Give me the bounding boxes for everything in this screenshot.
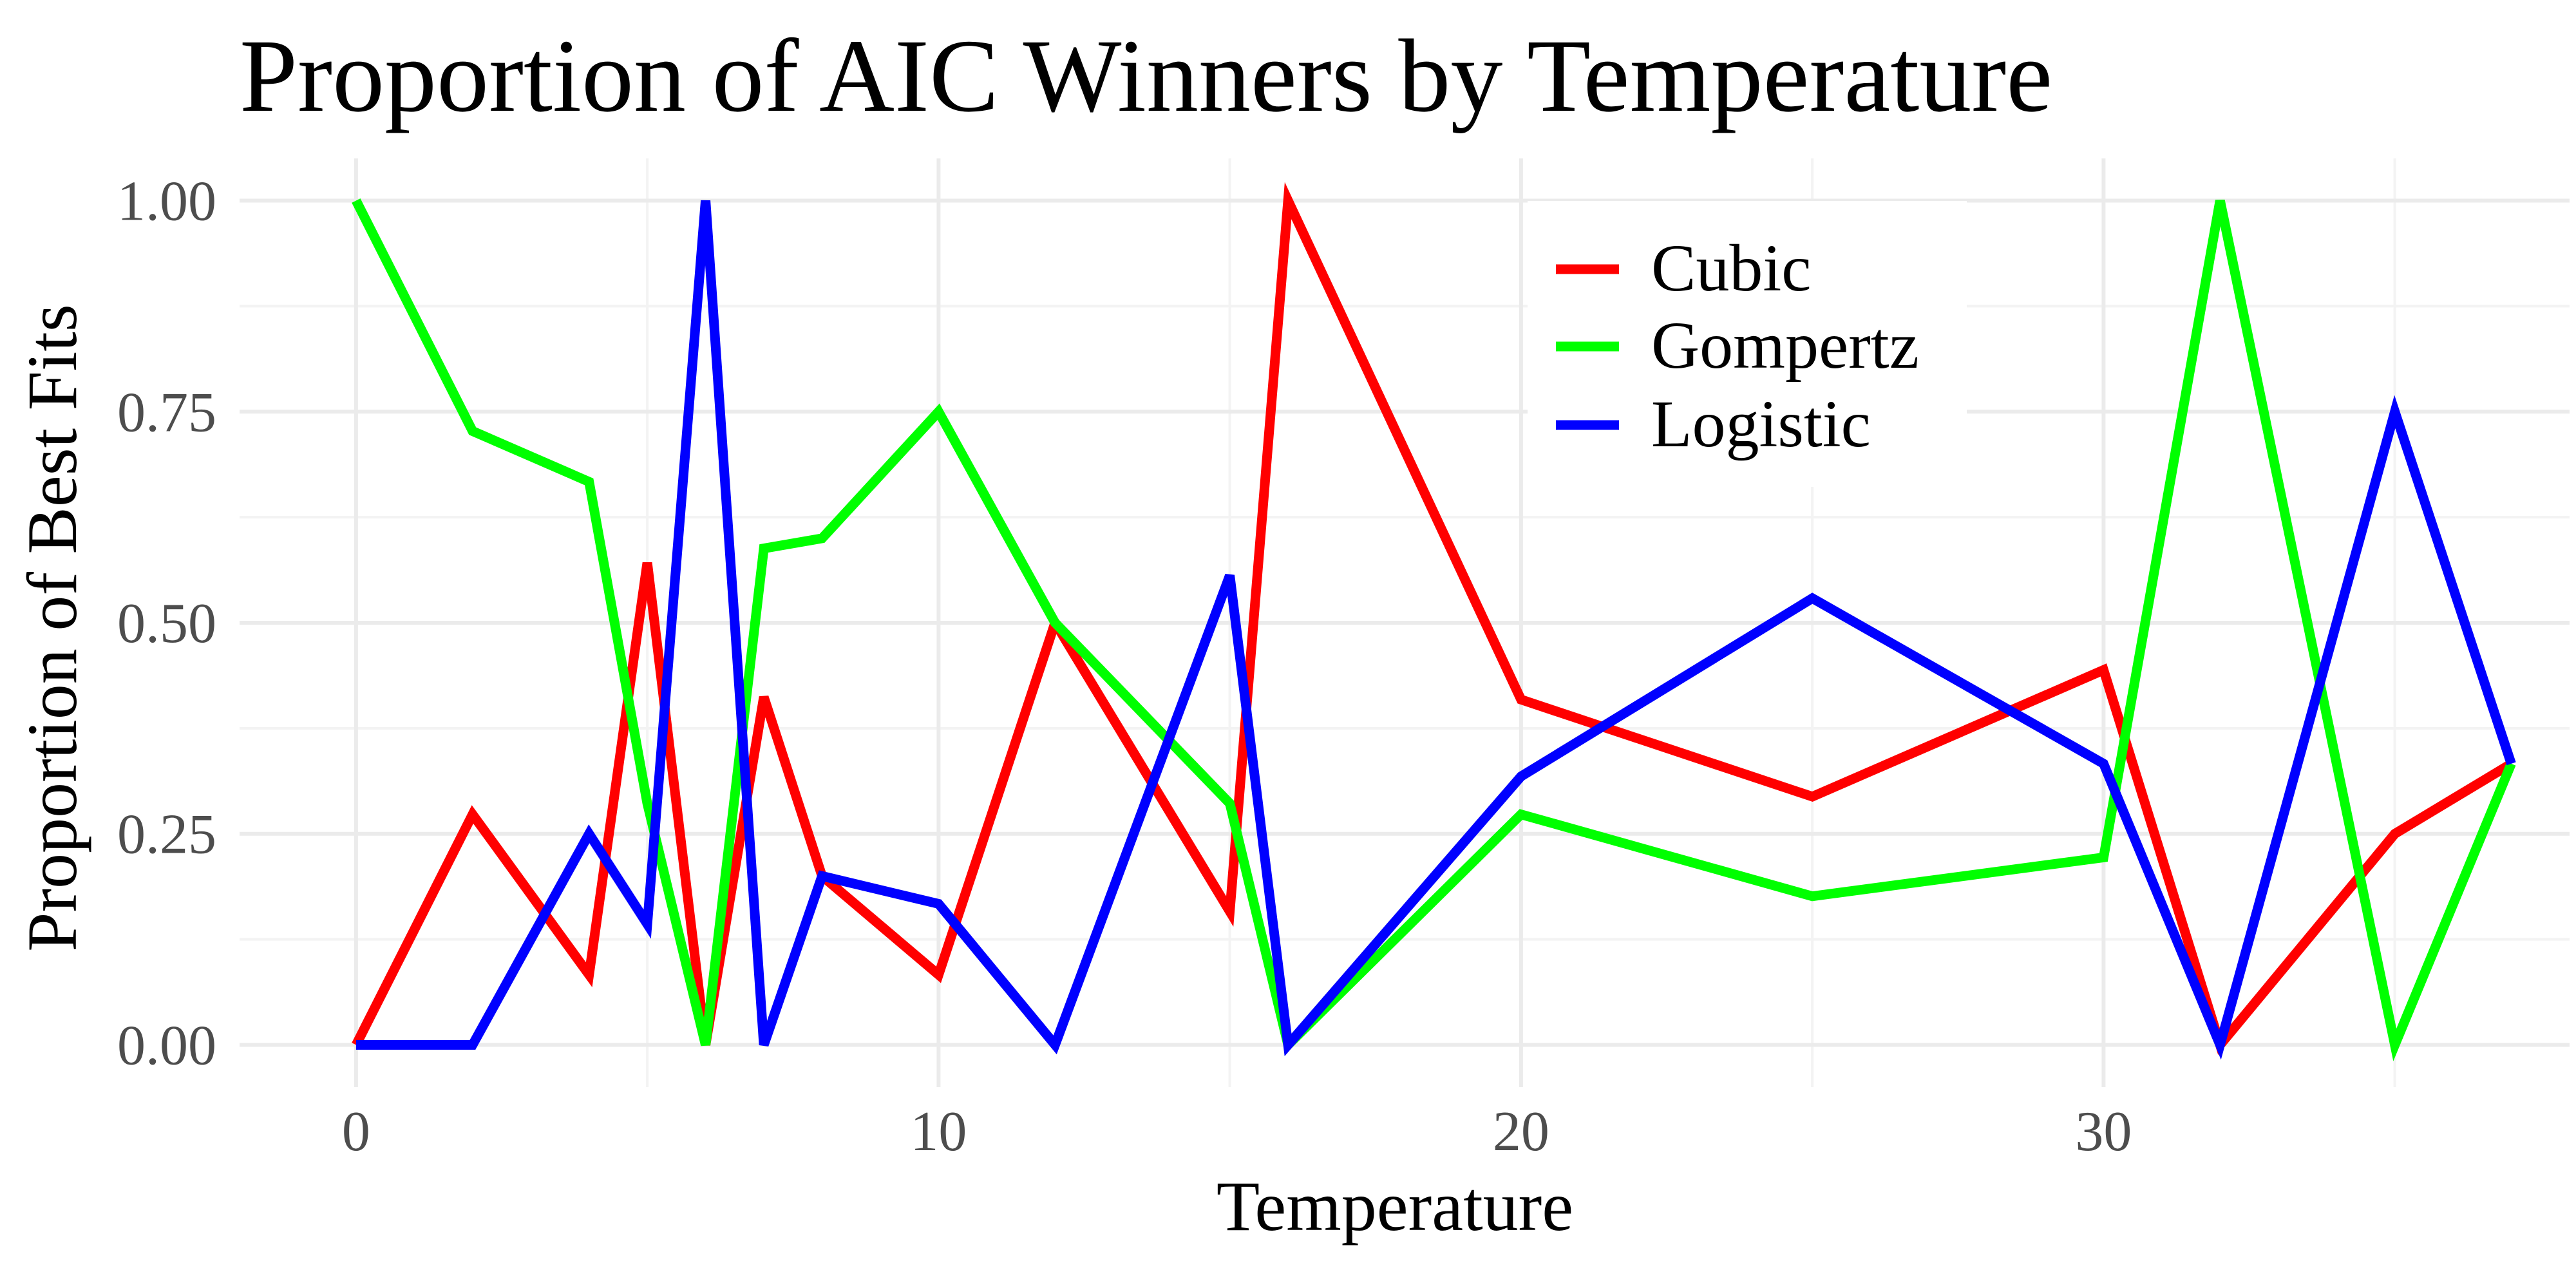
series-line-gompertz (352, 198, 2516, 1061)
y-tick-label: 0.50 (117, 592, 216, 655)
series-lines (352, 182, 2516, 1061)
x-tick-label: 20 (1493, 1101, 1549, 1163)
legend-label-logistic: Logistic (1651, 387, 1871, 461)
tick-labels: 0.00 0.25 0.50 0.75 1.00 0 10 20 30 (117, 171, 2132, 1163)
y-tick-label: 0.25 (117, 804, 216, 866)
series-line-logistic (355, 200, 2516, 1060)
x-tick-label: 30 (2075, 1101, 2132, 1163)
x-tick-label: 10 (910, 1101, 967, 1163)
legend-label-gompertz: Gompertz (1651, 308, 1919, 383)
grid (240, 158, 2570, 1087)
x-tick-label: 0 (342, 1101, 370, 1163)
y-tick-label: 1.00 (117, 171, 216, 233)
legend: Cubic Gompertz Logistic (1528, 201, 1967, 487)
y-tick-label: 0.00 (117, 1014, 216, 1077)
legend-label-cubic: Cubic (1651, 231, 1811, 305)
y-axis-title: Proportion of Best Fits (13, 304, 91, 951)
y-tick-label: 0.75 (117, 381, 216, 444)
x-axis-title: Temperature (1217, 1167, 1573, 1245)
chart-title: Proportion of AIC Winners by Temperature (240, 19, 2052, 134)
